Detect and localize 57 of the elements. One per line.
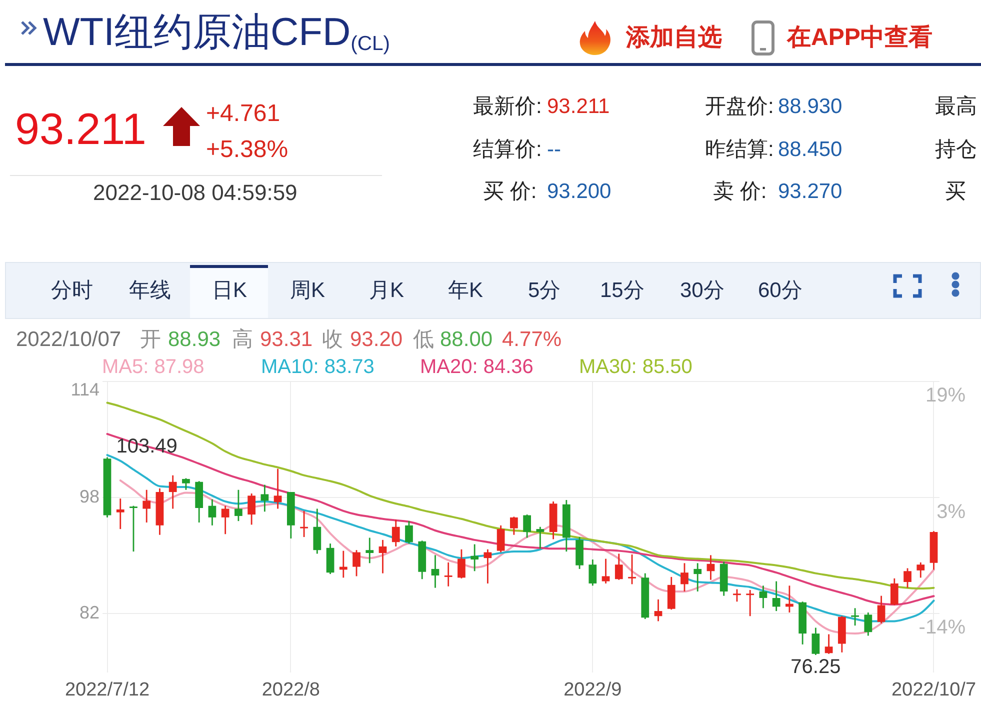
text: 93.31 bbox=[260, 327, 313, 353]
y-tick-label: 114 bbox=[70, 380, 100, 400]
chart-title: WTI纽约原油CFD$_{(CL)}$ bbox=[43, 10, 390, 57]
text: 93.270 bbox=[778, 179, 842, 205]
text: 收 bbox=[322, 327, 343, 353]
text: 2022/10/07 bbox=[16, 327, 122, 353]
text: 在APP中查看 bbox=[787, 24, 932, 52]
text: 添加自选 bbox=[626, 24, 722, 52]
y2-tick-label: 19% bbox=[925, 384, 966, 406]
text: 月K bbox=[369, 278, 404, 304]
text: 30分 bbox=[680, 278, 724, 304]
x-tick-label: 2022/7/12 bbox=[64, 680, 150, 700]
text: +4.761 bbox=[206, 100, 280, 128]
text: 高 bbox=[232, 327, 253, 353]
text: 88.00 bbox=[440, 327, 493, 353]
text: 日K bbox=[212, 278, 248, 304]
x-tick-label: 2022/9 bbox=[564, 680, 622, 700]
text: 93.200 bbox=[547, 179, 612, 205]
text: MA30: 85.50 bbox=[579, 356, 692, 378]
text: 2022-10-08 04:59:59 bbox=[93, 180, 298, 206]
text: MA10: 83.73 bbox=[261, 356, 374, 378]
text: 最新价: bbox=[473, 94, 542, 120]
text: MA5: 87.98 bbox=[102, 356, 204, 378]
y2-tick-label: -14% bbox=[918, 616, 966, 639]
y2-tick-label: 3% bbox=[936, 500, 966, 523]
text: 分时 bbox=[51, 278, 93, 304]
annotation: 76.25 bbox=[790, 656, 841, 678]
text: 卖 价: bbox=[713, 179, 767, 205]
text: 开 bbox=[140, 327, 161, 353]
text: 买 价: bbox=[483, 179, 537, 205]
text: 昨结算: bbox=[705, 137, 774, 163]
text: MA20: 84.36 bbox=[420, 356, 534, 378]
text: +5.38% bbox=[206, 136, 288, 164]
x-tick-label: 2022/8 bbox=[262, 680, 320, 700]
text: 93.20 bbox=[350, 327, 403, 353]
text: 周K bbox=[290, 278, 326, 304]
text: 88.93 bbox=[168, 327, 221, 353]
text: -- bbox=[547, 137, 561, 163]
text: 5分 bbox=[528, 278, 561, 304]
y-tick-label: 98 bbox=[79, 486, 100, 507]
text: 88.930 bbox=[778, 94, 842, 120]
text: 60分 bbox=[758, 278, 802, 304]
text: 低 bbox=[413, 327, 434, 353]
text: 93.211 bbox=[547, 94, 610, 120]
text: 88.450 bbox=[778, 137, 842, 163]
text: 开盘价: bbox=[705, 94, 774, 120]
text: 年K bbox=[448, 278, 484, 304]
text: 15分 bbox=[600, 278, 644, 304]
text: 持仓 bbox=[935, 137, 977, 163]
y-tick-label: 82 bbox=[79, 602, 100, 623]
text: 年线 bbox=[129, 278, 171, 304]
text: 最高 bbox=[935, 94, 977, 120]
text: 93.211 bbox=[15, 104, 146, 156]
text: 结算价: bbox=[473, 137, 542, 163]
text: 4.77% bbox=[502, 327, 562, 353]
text: 买 bbox=[945, 179, 966, 205]
x-tick-label: 2022/10/7 bbox=[891, 680, 976, 700]
